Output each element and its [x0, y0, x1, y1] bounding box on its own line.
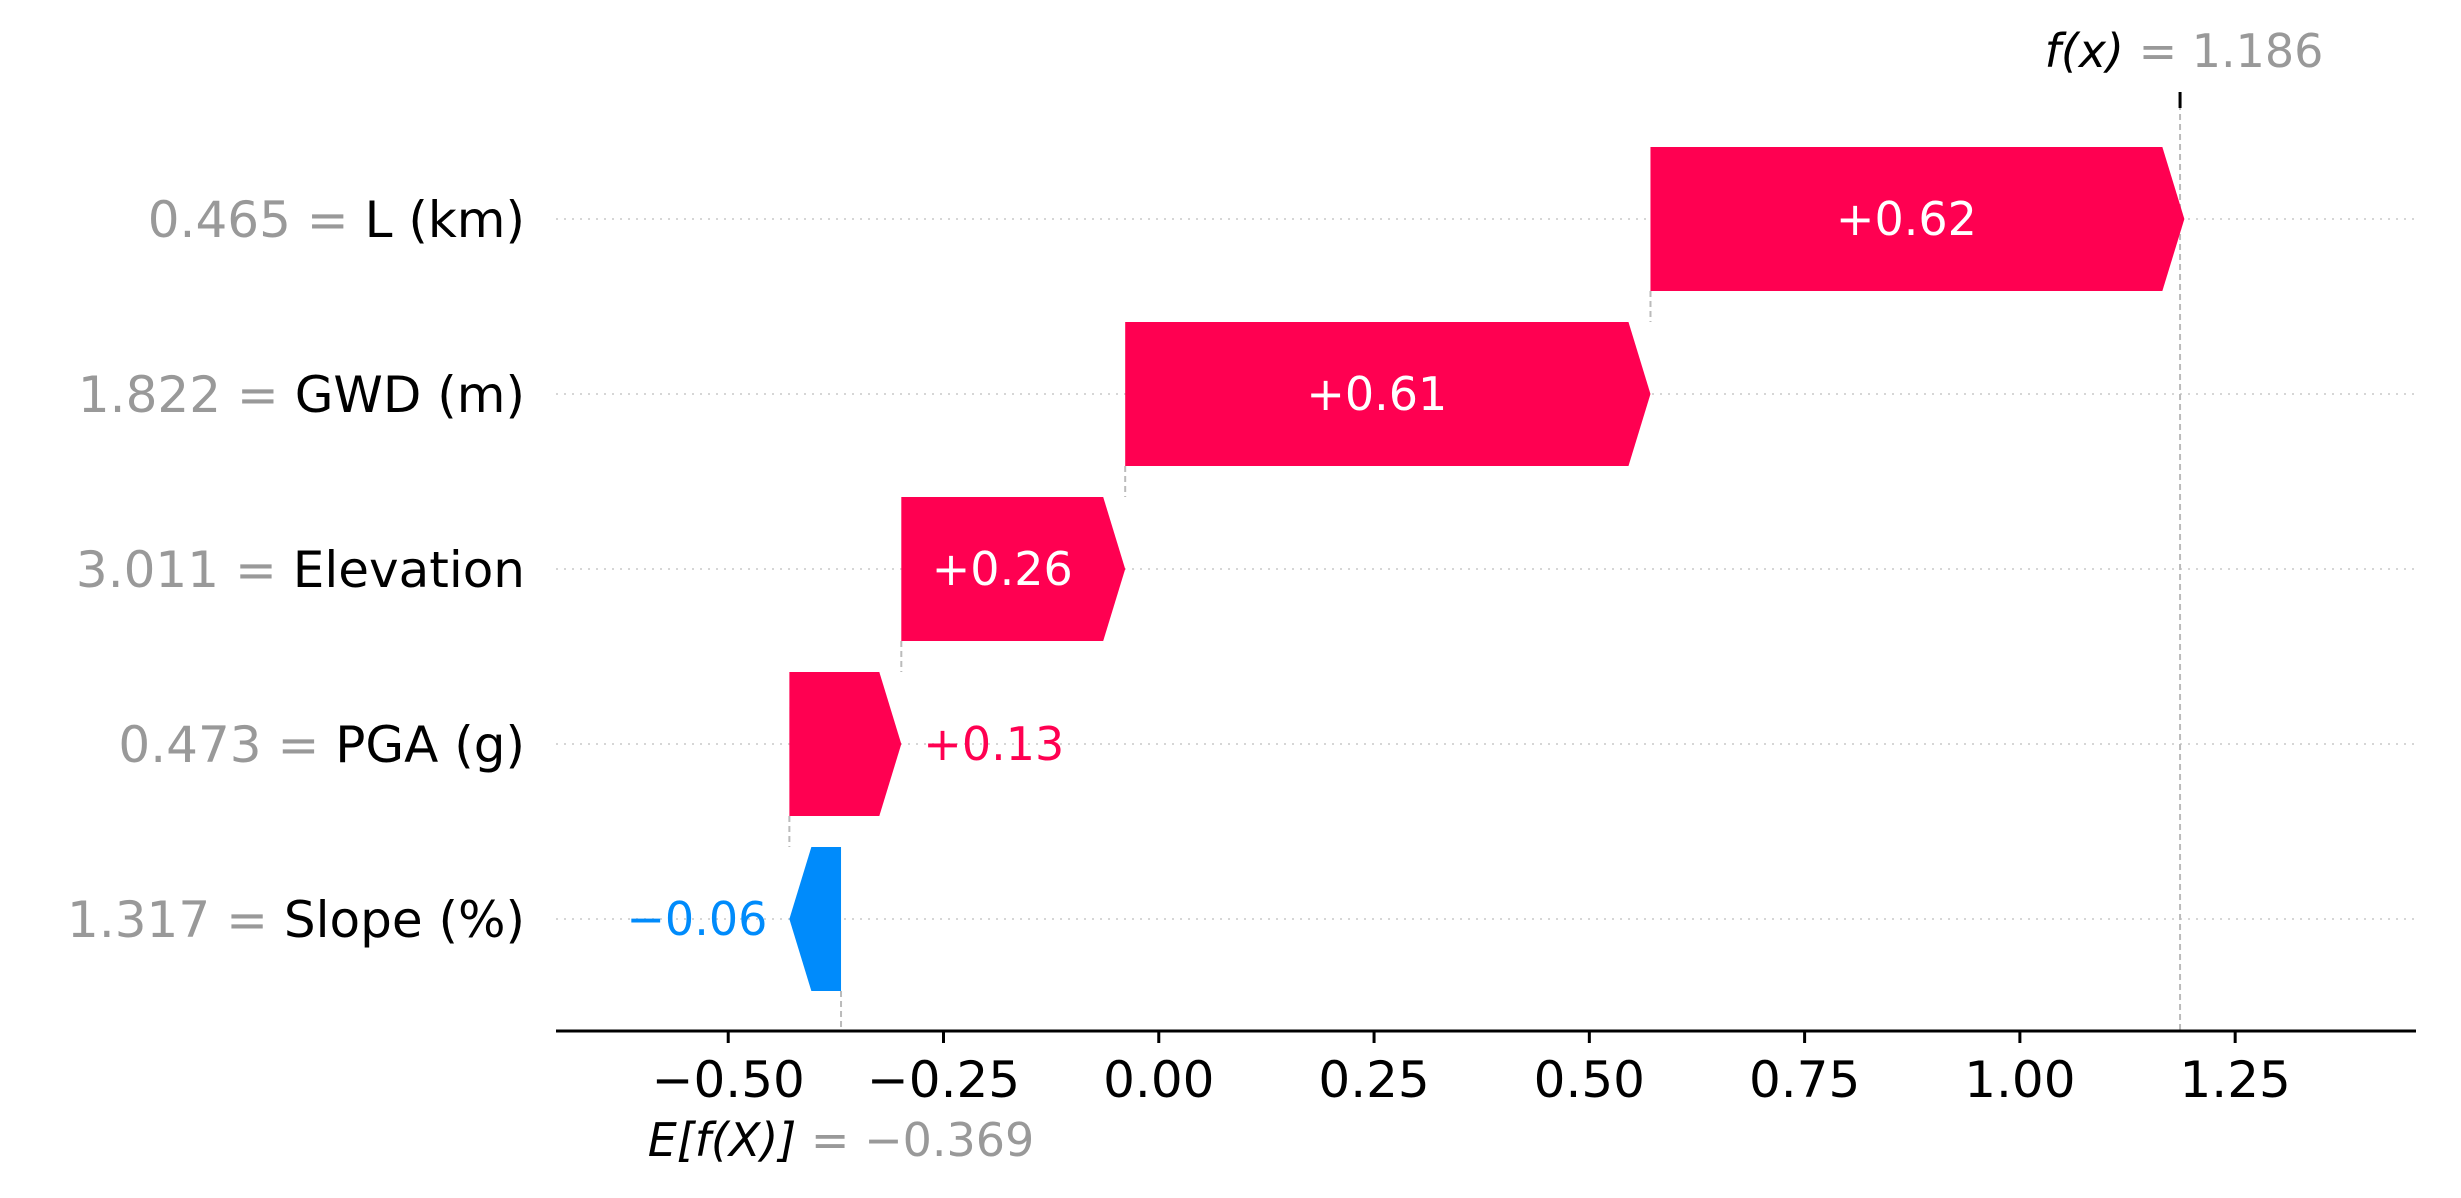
x-tick-label: 0.75: [1749, 1051, 1860, 1109]
feature-label: 1.822 = GWD (m): [78, 366, 525, 424]
feature-label: 1.317 = Slope (%): [67, 891, 525, 949]
feature-name: GWD (m): [295, 366, 525, 424]
x-tick-label: 1.25: [2180, 1051, 2291, 1109]
bar-5: [789, 847, 842, 991]
feature-value: 3.011 =: [76, 541, 293, 599]
output-value-label: f(x) = 1.186: [2045, 24, 2324, 78]
x-tick-label: −0.50: [652, 1051, 805, 1109]
feature-label: 0.465 = L (km): [148, 191, 525, 249]
feature-label: 0.473 = PGA (g): [118, 716, 525, 774]
x-tick-label: −0.25: [867, 1051, 1020, 1109]
reference-lines: [788, 92, 2182, 1031]
feature-name: PGA (g): [335, 716, 525, 774]
feature-value: 0.465 =: [148, 191, 365, 249]
base-value-label: E[f(X)] = −0.369: [648, 1113, 1035, 1167]
bar-4: [789, 672, 902, 816]
feature-value: 1.317 =: [67, 891, 284, 949]
feature-value: 0.473 =: [118, 716, 335, 774]
output-value-prefix: f(x): [2045, 24, 2124, 78]
feature-name: Slope (%): [284, 891, 525, 949]
bar-value-label: +0.26: [932, 542, 1073, 596]
feature-value: 1.822 =: [78, 366, 295, 424]
x-tick-label: 0.25: [1318, 1051, 1429, 1109]
feature-labels: 0.465 = L (km) 1.822 = GWD (m) 3.011 = Ele…: [67, 191, 525, 949]
contribution-bars: [789, 147, 2185, 991]
bar-3: [901, 497, 1126, 641]
x-tick-label: 0.00: [1103, 1051, 1214, 1109]
output-value-number: = 1.186: [2124, 24, 2323, 78]
bar-value-label: +0.62: [1836, 192, 1977, 246]
bar-value-label: −0.06: [626, 892, 767, 946]
bar-1: [1650, 147, 2185, 291]
base-value-number: = −0.369: [796, 1113, 1034, 1167]
bar-2: [1125, 322, 1651, 466]
bar-value-label: +0.13: [923, 717, 1064, 771]
feature-label: 3.011 = Elevation: [76, 541, 525, 599]
value-annotations: +0.62 +0.61 +0.26 +0.13 −0.06 E[f(X)] = −0.36…: [626, 24, 2323, 1167]
x-axis: −0.50 −0.25 0.00 0.25 0.50 0.75 1.00 1.25: [556, 1029, 2416, 1109]
x-tick-label: 0.50: [1534, 1051, 1645, 1109]
feature-name: L (km): [365, 191, 525, 249]
x-tick-label: 1.00: [1964, 1051, 2075, 1109]
bar-value-label: +0.61: [1306, 367, 1447, 421]
feature-name: Elevation: [293, 541, 525, 599]
base-value-prefix: E[f(X)]: [648, 1113, 797, 1167]
